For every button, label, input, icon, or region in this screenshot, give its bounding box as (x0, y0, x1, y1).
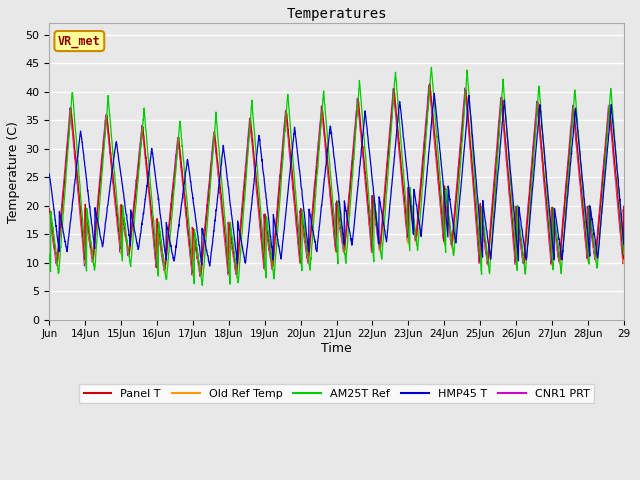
HMP45 T (45, 171, 53, 177)
Old Ref Temp (612, 174, 620, 180)
Line: Panel T: Panel T (49, 84, 624, 275)
HMP45 T (543, 173, 550, 179)
AM25T Ref (612, 153, 620, 159)
HMP45 T (612, 152, 620, 158)
Line: Old Ref Temp: Old Ref Temp (49, 84, 624, 276)
AM25T Ref (198, 283, 206, 288)
Y-axis label: Temperature (C): Temperature (C) (7, 120, 20, 223)
Panel T (612, 174, 620, 180)
AM25T Ref (510, 225, 518, 231)
Old Ref Temp (371, 214, 379, 219)
HMP45 T (510, 208, 518, 214)
Panel T (620, 204, 628, 209)
Old Ref Temp (227, 235, 235, 240)
AM25T Ref (103, 111, 111, 117)
Panel T (371, 212, 379, 218)
Old Ref Temp (103, 112, 111, 118)
CNR1 PRT (196, 274, 204, 279)
HMP45 T (227, 206, 235, 212)
CNR1 PRT (103, 116, 111, 122)
Panel T (103, 113, 111, 119)
HMP45 T (371, 206, 379, 212)
AM25T Ref (227, 226, 235, 232)
Panel T (543, 199, 550, 204)
Line: HMP45 T: HMP45 T (49, 93, 624, 266)
Legend: Panel T, Old Ref Temp, AM25T Ref, HMP45 T, CNR1 PRT: Panel T, Old Ref Temp, AM25T Ref, HMP45 … (79, 384, 594, 403)
CNR1 PRT (510, 247, 518, 252)
AM25T Ref (428, 64, 435, 70)
Panel T (510, 238, 518, 243)
Old Ref Temp (45, 209, 53, 215)
AM25T Ref (543, 180, 550, 185)
Panel T (197, 272, 205, 278)
Old Ref Temp (620, 204, 628, 210)
Text: VR_met: VR_met (58, 35, 100, 48)
Panel T (426, 81, 433, 86)
HMP45 T (103, 211, 111, 216)
Old Ref Temp (543, 200, 550, 206)
CNR1 PRT (543, 208, 550, 214)
CNR1 PRT (227, 238, 235, 244)
Old Ref Temp (197, 274, 205, 279)
AM25T Ref (371, 204, 379, 210)
Line: AM25T Ref: AM25T Ref (49, 67, 624, 286)
AM25T Ref (620, 252, 628, 257)
CNR1 PRT (45, 214, 53, 220)
Line: CNR1 PRT: CNR1 PRT (49, 85, 624, 276)
HMP45 T (430, 90, 438, 96)
CNR1 PRT (612, 182, 620, 188)
X-axis label: Time: Time (321, 342, 352, 355)
Panel T (45, 205, 53, 211)
HMP45 T (206, 263, 214, 269)
Old Ref Temp (426, 82, 434, 87)
CNR1 PRT (426, 82, 433, 88)
AM25T Ref (45, 252, 53, 258)
HMP45 T (620, 241, 628, 247)
CNR1 PRT (620, 209, 628, 215)
CNR1 PRT (371, 218, 379, 224)
Panel T (227, 231, 235, 237)
Old Ref Temp (510, 238, 518, 243)
Title: Temperatures: Temperatures (286, 7, 387, 21)
